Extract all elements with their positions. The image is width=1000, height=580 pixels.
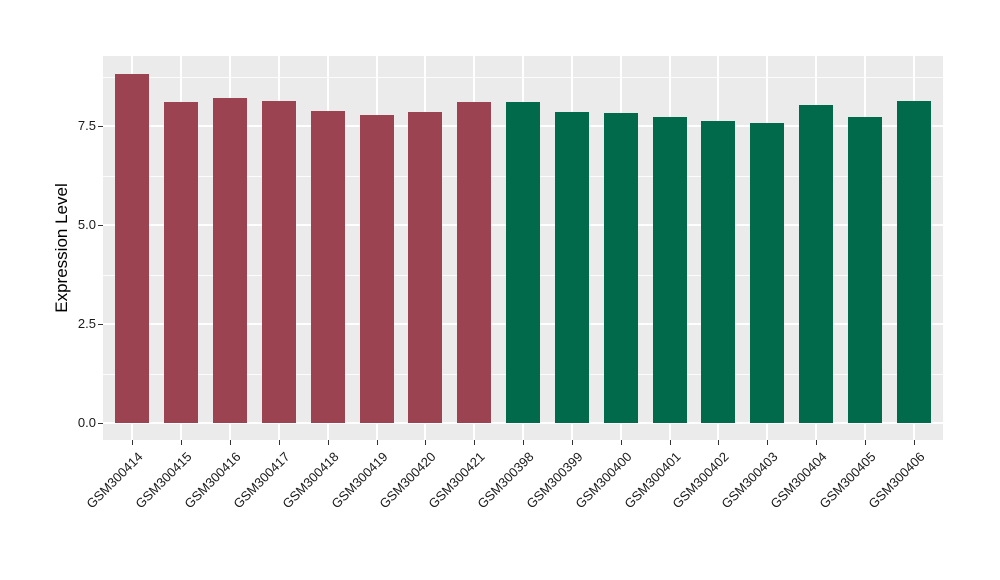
x-tick-mark xyxy=(718,440,720,445)
x-tick-mark xyxy=(376,440,378,445)
y-tick-mark xyxy=(98,423,103,424)
bar-GSM300403 xyxy=(750,122,785,423)
bar-GSM300415 xyxy=(164,101,199,423)
x-tick-mark xyxy=(132,440,134,445)
bar-GSM300400 xyxy=(603,112,638,423)
bar-GSM300402 xyxy=(701,121,736,423)
y-tick-label: 7.5 xyxy=(77,118,96,133)
bar-GSM300414 xyxy=(115,74,150,423)
x-tick-mark xyxy=(327,440,329,445)
major-gridline xyxy=(103,422,943,424)
bar-GSM300406 xyxy=(896,100,931,423)
x-tick-mark xyxy=(864,440,866,445)
y-axis-title: Expression Level xyxy=(52,183,71,313)
x-tick-mark xyxy=(620,440,622,445)
bar-GSM300421 xyxy=(457,102,492,423)
bar-GSM300416 xyxy=(212,98,247,423)
bar-GSM300405 xyxy=(847,117,882,423)
y-tick-label: 0.0 xyxy=(77,415,96,430)
bar-GSM300417 xyxy=(261,100,296,423)
bar-GSM300420 xyxy=(408,111,443,423)
x-tick-mark xyxy=(816,440,818,445)
x-tick-mark xyxy=(278,440,280,445)
y-tick-mark xyxy=(98,126,103,127)
bar-GSM300419 xyxy=(359,115,394,423)
x-tick-mark xyxy=(229,440,231,445)
x-tick-mark xyxy=(767,440,769,445)
x-tick-mark xyxy=(425,440,427,445)
x-tick-mark xyxy=(669,440,671,445)
bar-GSM300401 xyxy=(652,117,687,423)
x-tick-mark xyxy=(474,440,476,445)
y-tick-label: 2.5 xyxy=(77,316,96,331)
bar-GSM300418 xyxy=(310,110,345,423)
x-tick-mark xyxy=(571,440,573,445)
bar-GSM300399 xyxy=(554,111,589,423)
x-tick-mark xyxy=(181,440,183,445)
minor-gridline xyxy=(103,76,943,78)
plot-panel xyxy=(103,56,943,440)
y-tick-label: 5.0 xyxy=(77,217,96,232)
x-tick-mark xyxy=(913,440,915,445)
y-tick-mark xyxy=(98,324,103,325)
y-tick-mark xyxy=(98,225,103,226)
x-tick-mark xyxy=(523,440,525,445)
bar-GSM300398 xyxy=(506,102,541,423)
bar-GSM300404 xyxy=(799,105,834,423)
